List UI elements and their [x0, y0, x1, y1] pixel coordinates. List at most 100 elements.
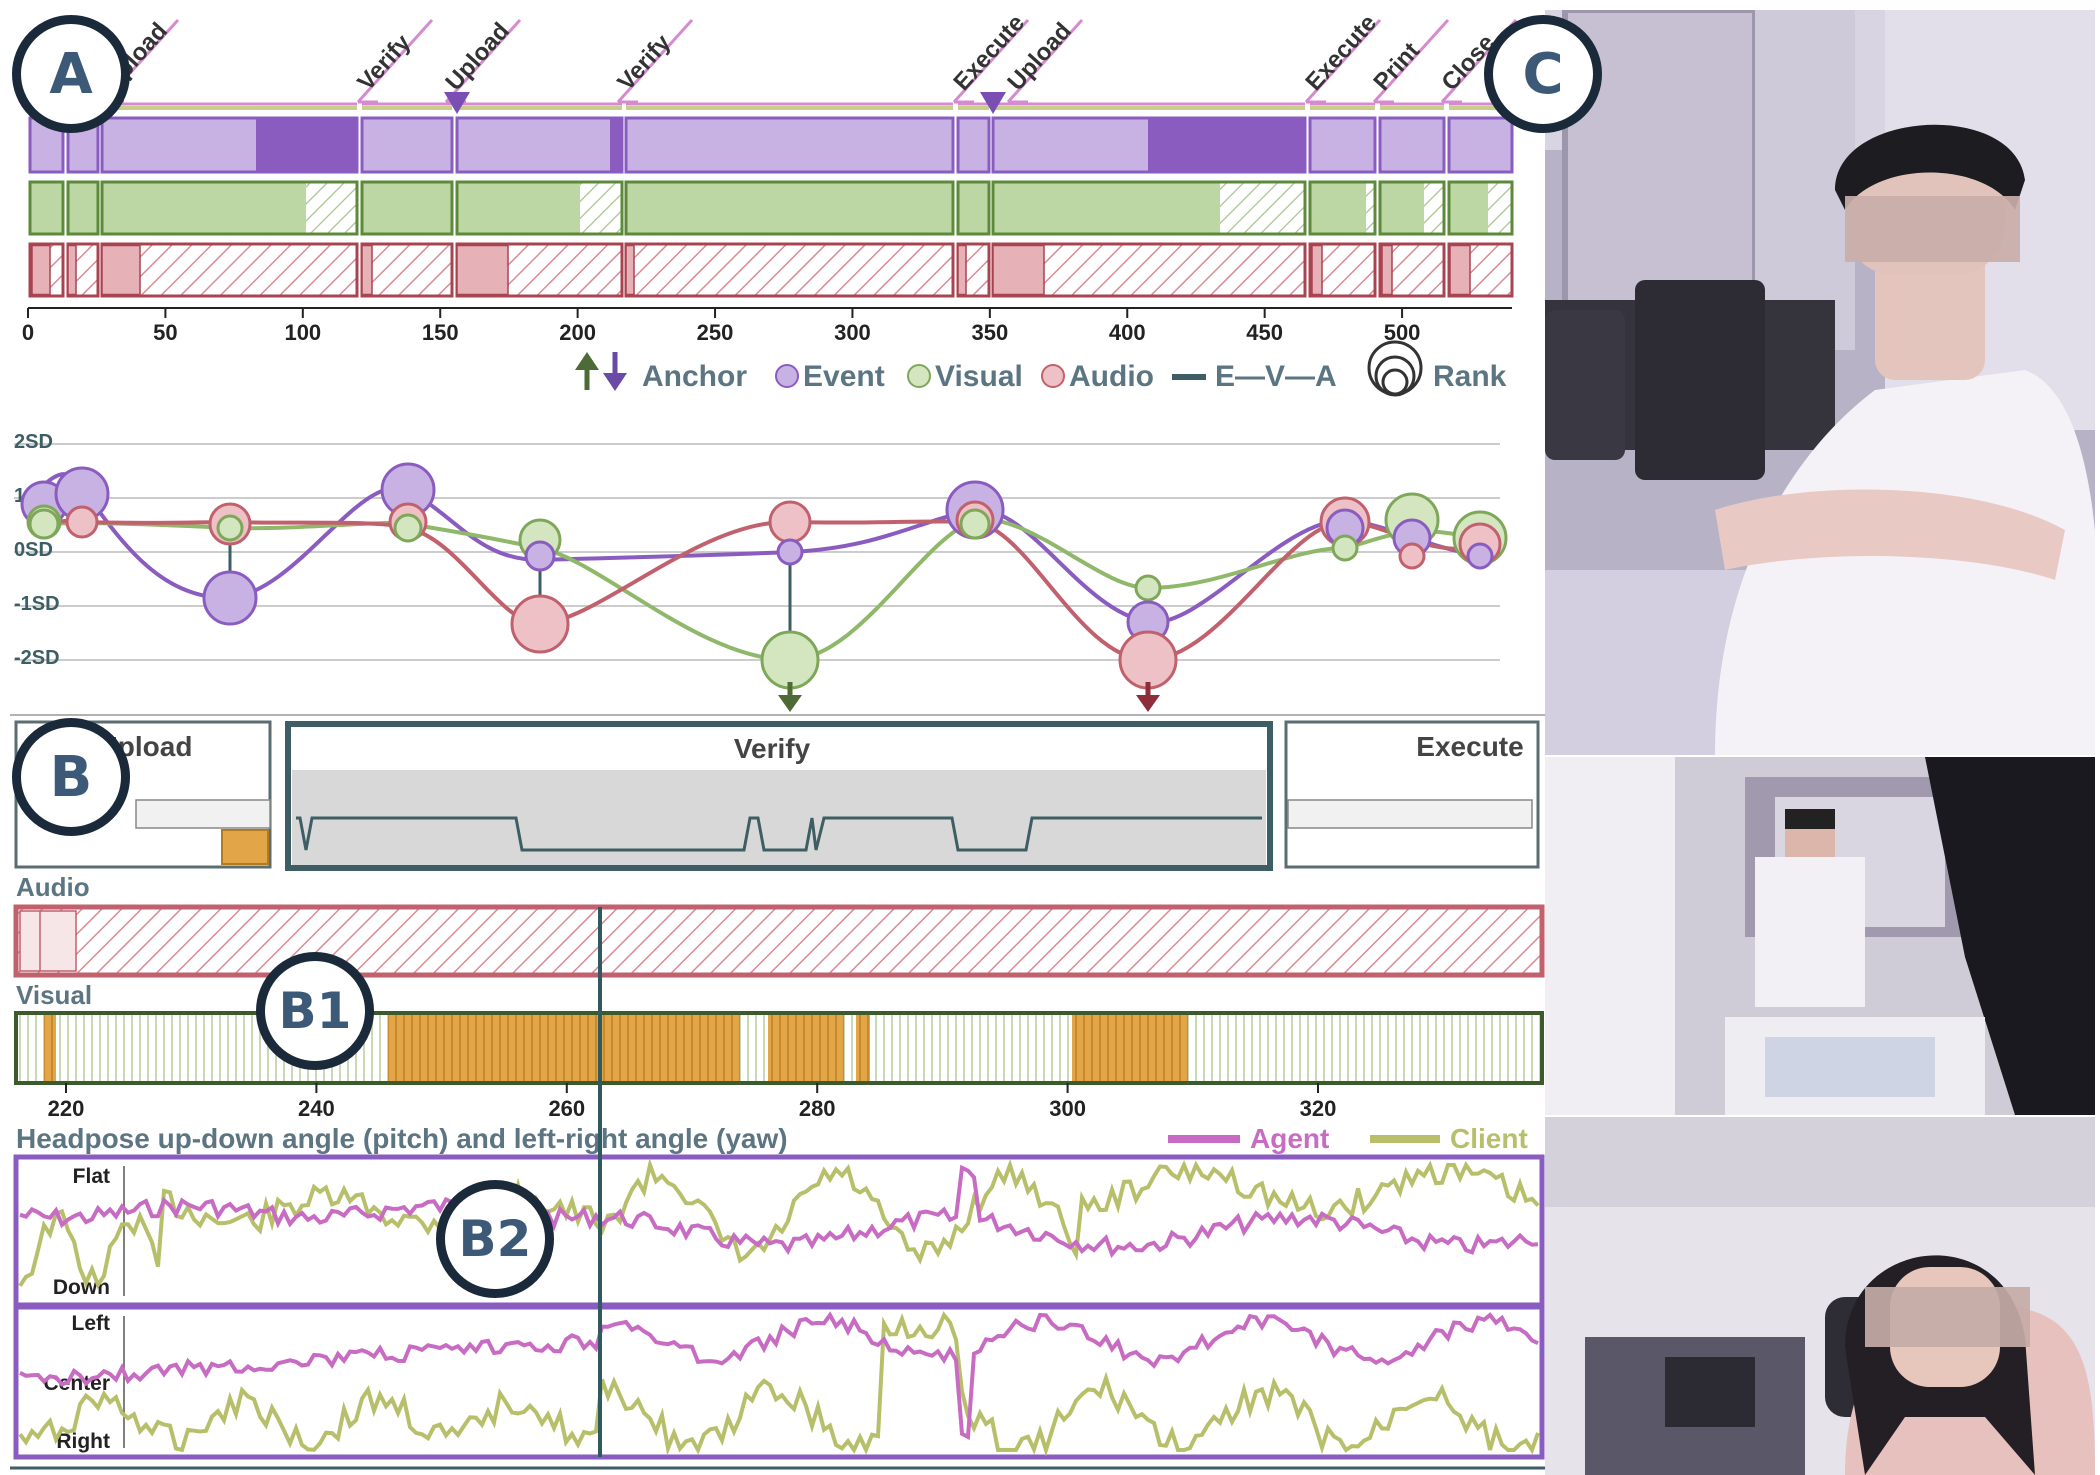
- rank-legend-icon: [1367, 340, 1423, 397]
- detail-time-tick-label: 240: [298, 1096, 335, 1121]
- yaw-client-line: [18, 1311, 1540, 1457]
- deviation-tick-label: 0SD: [14, 539, 53, 561]
- visual-legend-icon: [907, 364, 931, 388]
- audio-active: [361, 244, 373, 296]
- visual-node[interactable]: [28, 508, 60, 540]
- audio-segment[interactable]: [100, 242, 359, 298]
- audio-node[interactable]: [510, 594, 570, 654]
- pitch-client-line: [18, 1157, 1540, 1290]
- stage-label[interactable]: Verify: [612, 18, 694, 104]
- stage-label[interactable]: Verify: [352, 18, 434, 104]
- audio-active: [31, 244, 51, 296]
- anchor-up-arrow[interactable]: [778, 682, 802, 712]
- visual-segment[interactable]: [66, 180, 100, 236]
- anchor-marker[interactable]: [444, 92, 470, 114]
- visual-node[interactable]: [393, 513, 423, 543]
- label-a: A: [12, 15, 130, 133]
- visual-segment[interactable]: [28, 180, 65, 236]
- audio-node[interactable]: [768, 500, 812, 544]
- audio-legend-icon: [1041, 364, 1065, 388]
- audio-segment[interactable]: [624, 242, 955, 298]
- visual-segment[interactable]: [956, 180, 991, 236]
- audio-active: [957, 244, 967, 296]
- legend-rank: Rank: [1433, 360, 1507, 393]
- event-node[interactable]: [1466, 542, 1494, 570]
- audio-section-label: Audio: [16, 872, 90, 902]
- visual-missing: [1366, 183, 1374, 233]
- event-highlight: [1148, 119, 1304, 171]
- audio-node[interactable]: [1398, 542, 1426, 570]
- visual-segment[interactable]: [360, 180, 454, 236]
- stage-label[interactable]: Print: [1368, 18, 1450, 104]
- event-segment[interactable]: [1308, 116, 1377, 174]
- detail-time-tick-label: 300: [1049, 1096, 1086, 1121]
- eva-strip-line: [296, 816, 1262, 852]
- anchor-marker[interactable]: [980, 92, 1006, 114]
- agent-video[interactable]: [1545, 1117, 2095, 1475]
- stage-label[interactable]: Execute: [1300, 10, 1382, 104]
- audio-node[interactable]: [65, 505, 99, 539]
- visual-missing: [1424, 183, 1443, 233]
- headpose-legend: Agent Client: [1168, 1123, 1528, 1154]
- audio-node[interactable]: [1118, 630, 1178, 690]
- audio-active: [67, 244, 77, 296]
- visual-node[interactable]: [216, 514, 244, 542]
- event-node[interactable]: [202, 570, 258, 626]
- visual-detail-strip[interactable]: [14, 1011, 1544, 1085]
- audio-active: [1381, 244, 1393, 296]
- event-bars: [28, 116, 1514, 174]
- detail-time-tick-label: 320: [1300, 1096, 1337, 1121]
- visual-node[interactable]: [959, 508, 991, 540]
- visual-segment[interactable]: [1308, 180, 1377, 236]
- stage-detail-center[interactable]: Verify: [285, 721, 1273, 871]
- deviation-tick-label: 2SD: [14, 431, 53, 453]
- deviation-gridlines: 2SD1SD0SD-1SD-2SD: [14, 431, 1500, 669]
- audio-segment[interactable]: [991, 242, 1307, 298]
- event-segment[interactable]: [1378, 116, 1446, 174]
- audio-detail-strip[interactable]: [13, 904, 1545, 978]
- overview-axis-tick-label: 200: [559, 320, 596, 345]
- event-node[interactable]: [776, 538, 804, 566]
- event-segment[interactable]: [624, 116, 955, 174]
- event-segment[interactable]: [956, 116, 991, 174]
- room-video[interactable]: [1545, 757, 2095, 1115]
- event-segment[interactable]: [360, 116, 454, 174]
- headpose-title: Headpose up-down angle (pitch) and left-…: [16, 1123, 788, 1154]
- anchor-down-arrow[interactable]: [1136, 682, 1160, 712]
- deviation-tick-label: -1SD: [14, 593, 60, 615]
- event-segment[interactable]: [1447, 116, 1514, 174]
- audio-active: [625, 244, 635, 296]
- overview-axis-tick-label: 350: [971, 320, 1008, 345]
- pitch-tick-flat: Flat: [73, 1165, 110, 1188]
- stage-label-text: Verify: [612, 29, 676, 96]
- overview-axis-tick-label: 100: [284, 320, 321, 345]
- event-node[interactable]: [524, 540, 556, 572]
- client-close-video[interactable]: [1545, 10, 2095, 755]
- overview-axis-ticks: 0 50 100 150 200 250 300 350 400 450 500: [22, 308, 1420, 345]
- visual-node[interactable]: [1134, 574, 1162, 602]
- yaw-chart[interactable]: Left Center Right: [13, 1304, 1545, 1460]
- stage-detail-right[interactable]: Execute: [1284, 720, 1540, 869]
- event-highlight: [610, 119, 621, 171]
- visual-node[interactable]: [1331, 534, 1359, 562]
- visual-node[interactable]: [760, 630, 820, 690]
- legend-visual: Visual: [935, 360, 1023, 393]
- visual-missing: [306, 183, 356, 233]
- visual-segment[interactable]: [624, 180, 955, 236]
- legend-audio: Audio: [1069, 360, 1154, 393]
- yaw-tick-left: Left: [72, 1312, 111, 1335]
- legend-eva: E—V—A: [1215, 360, 1337, 393]
- overview-axis-tick-label: 0: [22, 320, 34, 345]
- event-segment[interactable]: [455, 116, 624, 174]
- audio-segment[interactable]: [360, 242, 454, 298]
- stage-label[interactable]: Upload: [440, 18, 522, 104]
- anchor-down-icon: [603, 352, 627, 391]
- deviation-nodes: [20, 462, 1508, 690]
- pitch-chart[interactable]: Flat Down: [13, 1154, 1545, 1308]
- detail-time-axis: 220 240 260 280 300 320: [48, 1083, 1337, 1121]
- audio-active: [992, 244, 1045, 296]
- visual-missing: [580, 183, 621, 233]
- audio-active: [101, 244, 141, 296]
